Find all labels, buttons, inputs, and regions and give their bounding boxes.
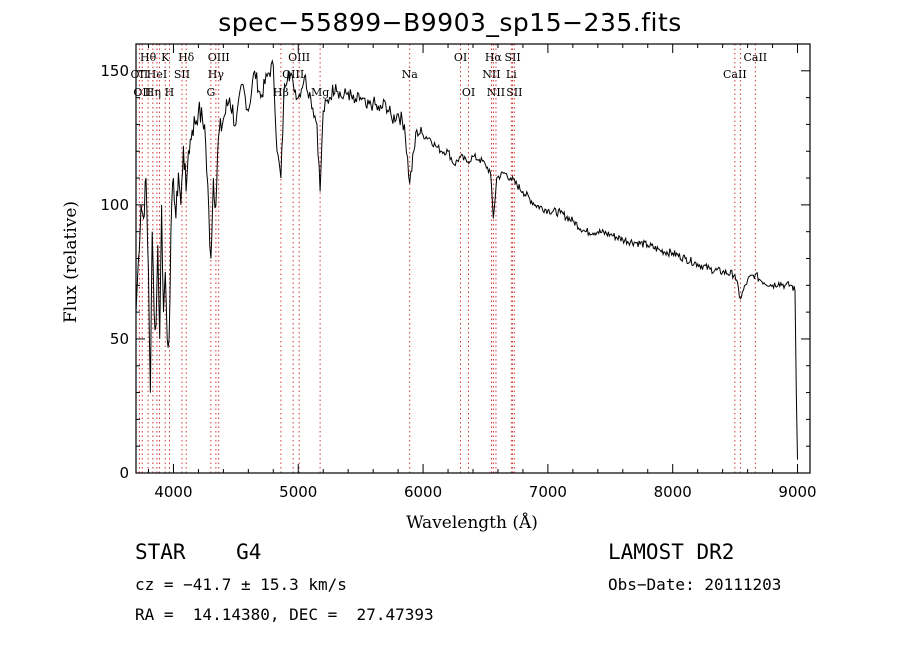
- chart-title: spec−55899−B9903_sp15−235.fits: [218, 8, 682, 37]
- object-class-row: STAR G4: [135, 540, 261, 564]
- line-label-8: SII: [174, 68, 190, 81]
- line-label-26: CaII: [723, 68, 747, 81]
- object-subclass: G4: [236, 540, 262, 564]
- line-label-13: Hβ: [273, 86, 289, 99]
- line-label-25: SII: [506, 86, 522, 99]
- line-label-17: Na: [402, 68, 419, 81]
- line-label-0: OII: [131, 68, 149, 81]
- x-tick-label-3: 7000: [529, 483, 567, 501]
- line-label-19: OI: [462, 86, 475, 99]
- line-label-15: OIII: [288, 51, 310, 64]
- series-group: [135, 58, 798, 460]
- observation-date: Obs−Date: 20111203: [608, 575, 782, 594]
- line-label-28: CaII: [743, 51, 767, 64]
- line-label-11: Hγ: [208, 68, 225, 81]
- line-label-9: Hδ: [178, 51, 195, 64]
- line-label-21: Hα: [485, 51, 503, 64]
- line-label-22: NII: [487, 86, 505, 99]
- line-label-1: OII: [133, 86, 151, 99]
- x-axis-label: Wavelength (Å): [406, 512, 538, 533]
- line-label-24: SII: [504, 51, 520, 64]
- x-tick-label-2: 6000: [404, 483, 442, 501]
- y-tick-label-3: 150: [100, 62, 129, 80]
- line-label-10: G: [206, 86, 215, 99]
- line-label-18: OI: [454, 51, 467, 64]
- y-tick-label-1: 50: [110, 330, 129, 348]
- line-label-2: Hθ: [140, 51, 157, 64]
- line-label-16: Mg: [311, 86, 329, 99]
- line-label-7: H: [165, 86, 175, 99]
- ra-dec-coordinates: RA = 14.14380, DEC = 27.47393: [135, 605, 434, 624]
- y-axis-label: Flux (relative): [61, 201, 81, 323]
- line-label-3: Hη: [145, 86, 161, 99]
- line-markers: [138, 44, 756, 473]
- x-tick-label-1: 5000: [279, 483, 317, 501]
- series-line-0: [135, 58, 798, 460]
- line-label-4: HeI: [147, 68, 167, 81]
- object-class: STAR: [135, 540, 186, 564]
- x-tick-label-5: 9000: [778, 483, 816, 501]
- y-tick-label-0: 0: [119, 464, 129, 482]
- line-label-20: NII: [482, 68, 500, 81]
- line-label-6: K: [161, 51, 170, 64]
- x-tick-label-0: 4000: [154, 483, 192, 501]
- line-label-12: OIII: [208, 51, 230, 64]
- line-labels: OIIOIIHθHηHeIKHSIIHδGHγOIIIHβOIIIOIIIMgN…: [131, 51, 768, 99]
- x-tick-label-4: 8000: [654, 483, 692, 501]
- axes: 4000 5000 6000 7000 8000 9000 0 50 100 150: [100, 43, 817, 501]
- redshift-cz: cz = −41.7 ± 15.3 km/s: [135, 575, 347, 594]
- line-label-23: Li: [506, 68, 517, 81]
- survey-name: LAMOST DR2: [608, 540, 735, 564]
- y-tick-label-2: 100: [100, 196, 129, 214]
